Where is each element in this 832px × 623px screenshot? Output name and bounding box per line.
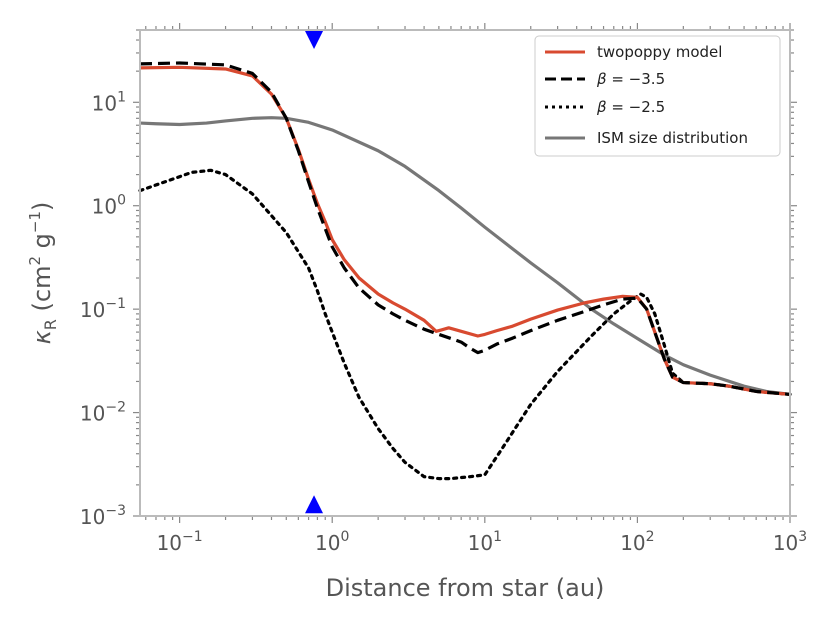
y-tick-label-exp: −1 (105, 296, 126, 312)
y-label-open: (cm (28, 266, 56, 320)
legend: twopoppy model β = −3.5 β = −2.5 ISM siz… (534, 35, 781, 157)
y-tick-label-base: 10 (92, 91, 117, 115)
marker-top (305, 31, 324, 50)
legend-label-ism: ISM size distribution (597, 129, 748, 147)
y-tick-label: 10−3 (80, 503, 126, 529)
x-tick-label-base: 10 (468, 531, 493, 555)
legend-beta-value-35: = −3.5 (607, 70, 666, 88)
y-tick-label: 10−1 (80, 296, 126, 322)
y-tick-label-exp: −2 (105, 400, 126, 416)
legend-beta-symbol-35: β (596, 70, 607, 88)
y-tick-label: 101 (92, 89, 126, 115)
x-tick-label-base: 10 (773, 531, 798, 555)
x-tick-label: 10−1 (157, 529, 203, 555)
series-line-3 (139, 116, 791, 396)
x-tick-label: 103 (773, 529, 807, 555)
legend-beta-value-25: = −2.5 (607, 98, 666, 116)
y-label-kappa: κ (28, 329, 56, 344)
x-tick-label-base: 10 (315, 531, 340, 555)
x-tick-label-exp: 2 (646, 529, 655, 545)
x-tick-label-exp: 3 (798, 529, 807, 545)
x-tick-label-exp: 0 (340, 529, 349, 545)
y-tick-label-exp: −3 (105, 503, 126, 519)
series-line-2 (138, 168, 792, 481)
legend-label-twopoppy: twopoppy model (597, 43, 722, 61)
y-tick-label-base: 10 (92, 195, 117, 219)
x-tick-label: 101 (468, 529, 502, 555)
svg-text:κR (cm2 g−1): κR (cm2 g−1) (26, 202, 60, 345)
plot-frame (139, 29, 791, 517)
marker-bottom (305, 495, 324, 514)
y-tick-label: 100 (92, 193, 126, 219)
legend-box (534, 35, 781, 157)
y-tick-label-exp: 0 (117, 193, 126, 209)
marker-layer (305, 31, 324, 514)
x-tick-label: 100 (315, 529, 349, 555)
y-tick-label-exp: 1 (117, 89, 126, 105)
y-label-g: g (28, 233, 56, 256)
y-tick-label-base: 10 (80, 402, 105, 426)
x-tick-label-exp: −1 (182, 529, 203, 545)
y-tick-label-base: 10 (80, 298, 105, 322)
y-tick-label-base: 10 (80, 505, 105, 529)
x-tick-label-exp: 1 (493, 529, 502, 545)
y-label-supm1: −1 (26, 211, 44, 233)
series-line-1 (139, 61, 791, 396)
x-tick-label-base: 10 (157, 531, 182, 555)
legend-beta-symbol-25: β (596, 98, 607, 116)
y-label-sup2: 2 (26, 256, 44, 266)
y-tick-label: 10−2 (80, 400, 126, 426)
series-layer (138, 61, 792, 481)
y-label-sub: R (41, 319, 60, 330)
x-tick-label: 102 (620, 529, 654, 555)
y-label-close: ) (28, 202, 56, 211)
x-tick-label-base: 10 (620, 531, 645, 555)
legend-label-beta-35: β = −3.5 (596, 70, 665, 88)
y-axis-label: κR (cm2 g−1) (26, 202, 60, 345)
x-axis-label: Distance from star (au) (326, 574, 605, 602)
legend-label-beta-25: β = −2.5 (596, 98, 665, 116)
